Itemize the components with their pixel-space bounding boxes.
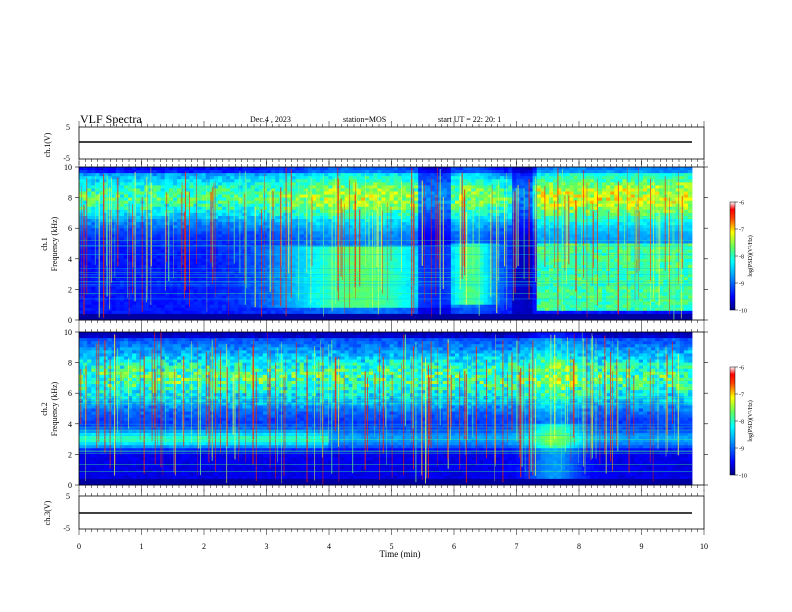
time-tick-label: 4 xyxy=(327,542,331,551)
ch2-channel-label: ch.2 xyxy=(40,402,49,416)
ch1-colorbar-ticks: -6 -7 -8 -9 -10 xyxy=(735,201,747,315)
colorbar-tick-label: -6 xyxy=(739,201,744,207)
time-tick-label: 2 xyxy=(202,542,206,551)
colorbar-tick-label: -7 xyxy=(739,393,744,399)
ch2-colorbar-label: log(PSD)(V²/Hz) xyxy=(747,400,754,441)
ch3-voltage-tick-top: 5 xyxy=(66,492,70,501)
ch2-spectrogram-panel: ch.2 Frequency (kHz) 10 8 6 4 2 0 xyxy=(40,328,708,490)
station-label: station=MOS xyxy=(343,115,386,124)
frequency-tick-label: 6 xyxy=(68,224,72,233)
ch1-frequency-ticks: 10 8 6 4 2 0 xyxy=(64,163,708,325)
colorbar-tick-label: -6 xyxy=(739,366,744,372)
frequency-tick-label: 6 xyxy=(68,389,72,398)
ch1-channel-label: ch.1 xyxy=(40,237,49,251)
start-time-label: start UT = 22: 20: 1 xyxy=(438,115,501,124)
frequency-tick-label: 8 xyxy=(68,359,72,368)
frequency-tick-label: 0 xyxy=(68,481,72,490)
ch2-frequency-ticks: 10 8 6 4 2 0 xyxy=(64,328,708,490)
ch1-frequency-ylabel: Frequency (kHz) xyxy=(50,216,59,271)
ch1-voltage-panel: ch.1(V) 5 -5 xyxy=(43,123,705,163)
colorbar-tick-label: -10 xyxy=(739,309,747,315)
frequency-tick-label: 10 xyxy=(64,328,72,337)
time-tick-label: 10 xyxy=(700,542,708,551)
date-label: Dec.4 , 2023 xyxy=(250,115,291,124)
time-tick-label: 7 xyxy=(515,542,519,551)
ch2-spectrogram-image xyxy=(79,332,704,486)
time-tick-label: 5 xyxy=(390,542,394,551)
colorbar-tick-label: -10 xyxy=(739,474,747,480)
frequency-tick-label: 8 xyxy=(68,194,72,203)
colorbar-tick-label: -8 xyxy=(739,255,744,261)
colorbar-tick-label: -8 xyxy=(739,420,744,426)
ch2-colorbar: -6 -7 -8 -9 -10 log(PSD)(V²/Hz) xyxy=(729,366,754,480)
time-tick-label: 9 xyxy=(640,542,644,551)
ch3-voltage-ylabel: ch.3(V) xyxy=(43,500,52,525)
ch1-colorbar: -6 -7 -8 -9 -10 log(PSD)(V²/Hz) xyxy=(729,201,754,315)
frequency-tick-label: 4 xyxy=(68,255,72,264)
ch1-colorbar-label: log(PSD)(V²/Hz) xyxy=(747,235,754,276)
time-axis-label: Time (min) xyxy=(380,549,421,559)
ch3-voltage-panel: ch.3(V) 5 -5 xyxy=(43,492,705,533)
ch2-frequency-ylabel: Frequency (kHz) xyxy=(50,381,59,436)
time-tick-label: 6 xyxy=(452,542,456,551)
ch1-voltage-tick-bottom: -5 xyxy=(63,154,70,163)
time-tick-label: 0 xyxy=(77,542,81,551)
colorbar-tick-label: -9 xyxy=(739,447,744,453)
frequency-tick-label: 10 xyxy=(64,163,72,172)
figure-title: VLF Spectra xyxy=(80,112,142,126)
time-tick-label: 8 xyxy=(577,542,581,551)
colorbar-tick-label: -9 xyxy=(739,282,744,288)
time-tick-label: 3 xyxy=(265,542,269,551)
time-tick-label: 1 xyxy=(140,542,144,551)
ch1-voltage-ylabel: ch.1(V) xyxy=(43,132,52,157)
frequency-tick-label: 4 xyxy=(68,420,72,429)
ch3-voltage-tick-bottom: -5 xyxy=(63,524,70,533)
time-axis-labels: 0 1 2 3 4 5 6 7 8 9 10 xyxy=(77,542,708,551)
ch1-voltage-tick-top: 5 xyxy=(66,123,70,132)
frequency-tick-label: 2 xyxy=(68,285,72,294)
ch2-colorbar-ticks: -6 -7 -8 -9 -10 xyxy=(735,366,747,480)
ch1-spectrogram-panel: ch.1 Frequency (kHz) 10 8 6 4 2 0 xyxy=(40,163,708,325)
colorbar-tick-label: -7 xyxy=(739,228,744,234)
time-axis-ticks xyxy=(78,121,705,535)
ch1-spectrogram-image xyxy=(78,167,704,321)
frequency-tick-label: 2 xyxy=(68,450,72,459)
frequency-tick-label: 0 xyxy=(68,316,72,325)
